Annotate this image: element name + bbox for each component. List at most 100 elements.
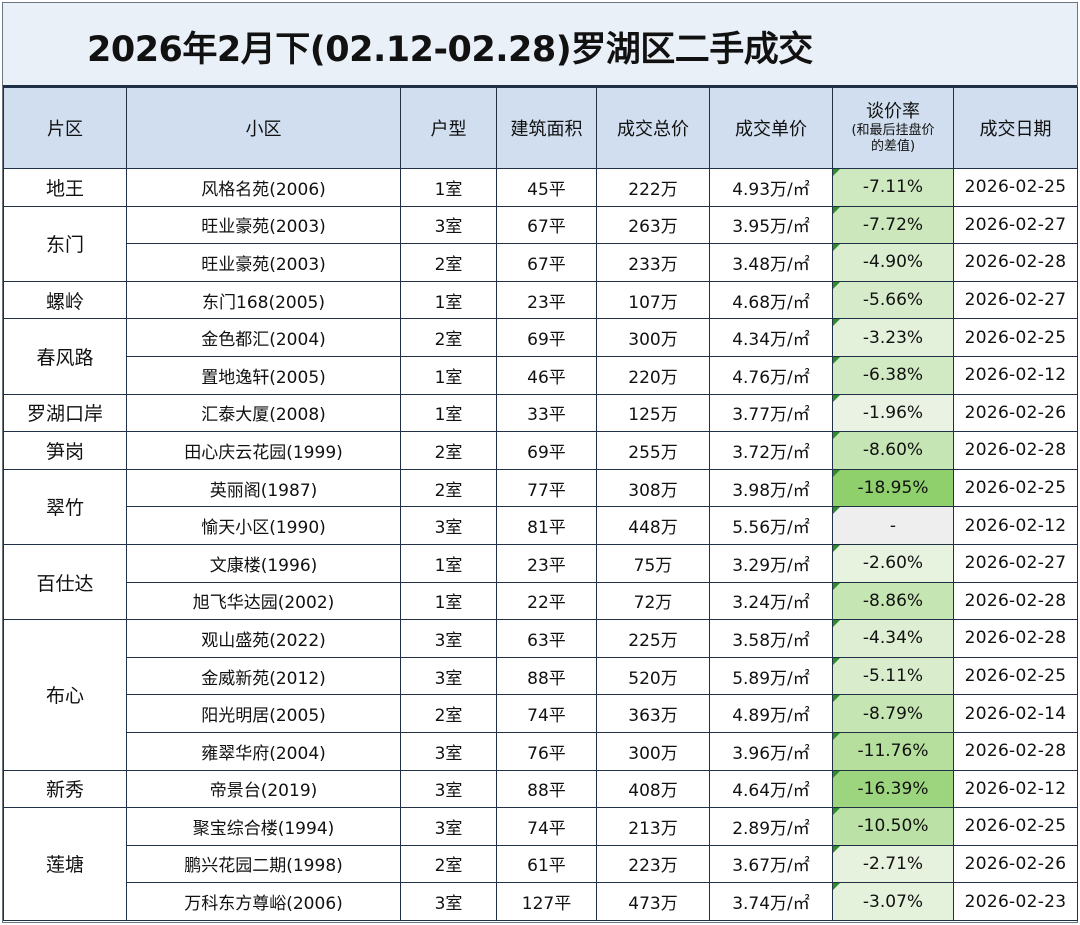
rate-cell: -7.72% — [832, 205, 954, 245]
table-row: 百仕达 文康楼(1996) 1室 23平 75万 3.29万/㎡ -2.60% 2026-02… — [3, 543, 1078, 621]
area-cell: 23平 — [496, 543, 597, 583]
header-rate-main: 谈价率 — [866, 100, 920, 122]
comment-indicator-icon — [833, 169, 840, 176]
comment-indicator-icon — [833, 545, 840, 552]
page-title: 2026年2月下(02.12-02.28)罗湖区二手成交 — [87, 30, 813, 70]
unit-price-cell: 4.64万/㎡ — [709, 769, 833, 809]
layout-cell: 3室 — [400, 807, 497, 846]
community-cell: 雍翠华府(2004) — [126, 731, 401, 771]
comment-indicator-icon — [833, 658, 840, 665]
comment-indicator-icon — [833, 395, 840, 402]
rate-cell: -6.38% — [832, 355, 954, 395]
date-cell: 2026-02-12 — [953, 355, 1078, 395]
total-price-cell: 75万 — [596, 543, 710, 583]
table-row: 新秀 帝景台(2019) 3室 88平 408万 4.64万/㎡ -16.39% 2026-0… — [3, 769, 1078, 809]
community-cell: 观山盛苑(2022) — [126, 619, 401, 658]
comment-indicator-icon — [833, 282, 840, 289]
district-cell: 罗湖口岸 — [3, 393, 127, 433]
date-cell: 2026-02-27 — [953, 205, 1078, 245]
district-cell: 百仕达 — [3, 543, 127, 621]
table-row: 旺业豪苑(2003) 2室 67平 233万 3.48万/㎡ -4.90% 2026-02-… — [4, 243, 1078, 282]
header-rate-sub1: (和最后挂盘价 — [851, 123, 935, 138]
unit-price-cell: 3.72万/㎡ — [709, 431, 833, 470]
district-cell: 布心 — [3, 619, 127, 771]
header-date: 成交日期 — [953, 87, 1078, 169]
rate-cell: -4.34% — [832, 619, 954, 658]
layout-cell: 2室 — [400, 844, 497, 884]
area-cell: 23平 — [496, 280, 597, 320]
unit-price-cell: 4.93万/㎡ — [709, 168, 833, 207]
total-price-cell: 72万 — [596, 581, 710, 621]
header-row: 片区 小区 户型 建筑面积 成交总价 成交单价 谈价率 (和最后挂盘价 的差值)… — [3, 87, 1078, 169]
header-community: 小区 — [126, 87, 401, 169]
table-row: 东门 旺业豪苑(2003) 3室 67平 263万 3.95万/㎡ -7.72% 2026-0… — [3, 205, 1078, 282]
date-cell: 2026-02-25 — [953, 468, 1078, 508]
district-cell: 春风路 — [3, 318, 127, 395]
layout-cell: 1室 — [400, 168, 497, 207]
layout-cell: 2室 — [400, 318, 497, 357]
unit-price-cell: 3.24万/㎡ — [709, 581, 833, 621]
date-cell: 2026-02-26 — [953, 393, 1078, 433]
total-price-cell: 233万 — [596, 243, 710, 282]
unit-price-cell: 4.68万/㎡ — [709, 280, 833, 320]
date-cell: 2026-02-25 — [953, 168, 1078, 207]
table-row: 莲塘 聚宝综合楼(1994) 3室 74平 213万 2.89万/㎡ -10.50% 2026… — [3, 807, 1078, 921]
date-cell: 2026-02-28 — [953, 619, 1078, 658]
layout-cell: 2室 — [400, 243, 497, 282]
layout-cell: 2室 — [400, 431, 497, 470]
table-row: 笋岗 田心庆云花园(1999) 2室 69平 255万 3.72万/㎡ -8.60% 2026… — [3, 431, 1078, 470]
community-cell: 文康楼(1996) — [126, 543, 401, 583]
layout-cell: 1室 — [400, 581, 497, 621]
district-cell: 新秀 — [3, 769, 127, 809]
comment-indicator-icon — [833, 883, 840, 891]
total-price-cell: 125万 — [596, 393, 710, 433]
rate-cell: -10.50% — [832, 807, 954, 846]
district-cell: 地王 — [3, 168, 127, 207]
community-cell: 愉天小区(1990) — [126, 506, 401, 545]
unit-price-cell: 3.67万/㎡ — [709, 844, 833, 884]
table-row: 布心 观山盛苑(2022) 3室 63平 225万 3.58万/㎡ -4.34% 2026-0… — [3, 619, 1078, 771]
header-layout: 户型 — [400, 87, 497, 169]
area-cell: 61平 — [496, 844, 597, 884]
unit-price-cell: 3.77万/㎡ — [709, 393, 833, 433]
header-area: 建筑面积 — [496, 87, 597, 169]
transactions-table: 片区 小区 户型 建筑面积 成交总价 成交单价 谈价率 (和最后挂盘价 的差值)… — [3, 87, 1078, 921]
comment-indicator-icon — [833, 470, 840, 477]
unit-price-cell: 4.76万/㎡ — [709, 355, 833, 395]
community-cell: 旺业豪苑(2003) — [126, 205, 401, 245]
district-cell: 笋岗 — [3, 431, 127, 470]
date-cell: 2026-02-28 — [953, 243, 1078, 282]
area-cell: 22平 — [496, 581, 597, 621]
layout-cell: 1室 — [400, 280, 497, 320]
table-body: 地王 风格名苑(2006) 1室 45平 222万 4.93万/㎡ -7.11% 2026-0… — [3, 168, 1078, 921]
unit-price-cell: 3.96万/㎡ — [709, 731, 833, 771]
table-row: 鹏兴花园二期(1998) 2室 61平 223万 3.67万/㎡ -2.71% 2026-0… — [4, 844, 1078, 884]
district-cell: 翠竹 — [3, 468, 127, 545]
area-cell: 33平 — [496, 393, 597, 433]
area-cell: 127平 — [496, 882, 597, 921]
table-row: 置地逸轩(2005) 1室 46平 220万 4.76万/㎡ -6.38% 2026-02-… — [4, 355, 1078, 395]
comment-indicator-icon — [833, 319, 840, 327]
header-total-price: 成交总价 — [596, 87, 710, 169]
layout-cell: 3室 — [400, 882, 497, 921]
area-cell: 88平 — [496, 656, 597, 696]
comment-indicator-icon — [833, 432, 840, 440]
total-price-cell: 263万 — [596, 205, 710, 245]
community-cell: 汇泰大厦(2008) — [126, 393, 401, 433]
area-cell: 74平 — [496, 694, 597, 733]
date-cell: 2026-02-23 — [953, 882, 1078, 921]
total-price-cell: 300万 — [596, 731, 710, 771]
unit-price-cell: 3.48万/㎡ — [709, 243, 833, 282]
comment-indicator-icon — [833, 846, 840, 853]
total-price-cell: 222万 — [596, 168, 710, 207]
table-row: 万科东方尊峪(2006) 3室 127平 473万 3.74万/㎡ -3.07% 2026-… — [4, 882, 1078, 921]
area-cell: 81平 — [496, 506, 597, 545]
unit-price-cell: 2.89万/㎡ — [709, 807, 833, 846]
unit-price-cell: 3.29万/㎡ — [709, 543, 833, 583]
community-cell: 田心庆云花园(1999) — [126, 431, 401, 470]
table-row: 春风路 金色都汇(2004) 2室 69平 300万 4.34万/㎡ -3.23% 2026-… — [3, 318, 1078, 395]
community-cell: 鹏兴花园二期(1998) — [126, 844, 401, 884]
rate-cell: -1.96% — [832, 393, 954, 433]
comment-indicator-icon — [833, 620, 840, 628]
comment-indicator-icon — [833, 507, 840, 515]
